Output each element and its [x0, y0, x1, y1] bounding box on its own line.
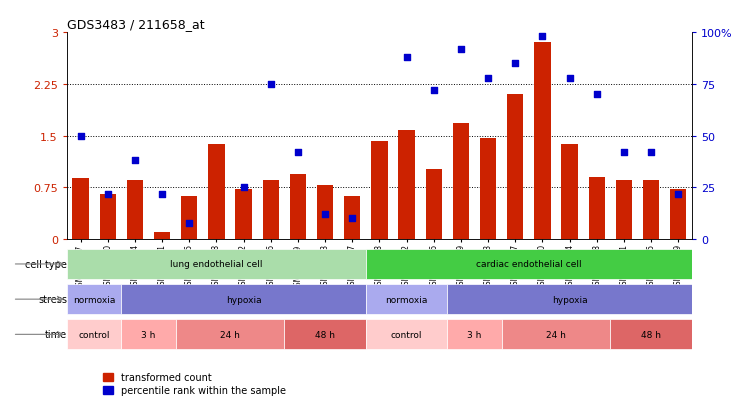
Bar	[447, 285, 692, 314]
Text: GDS3483 / 211658_at: GDS3483 / 211658_at	[67, 17, 205, 31]
Bar	[176, 320, 284, 349]
Bar	[344, 197, 360, 240]
Bar	[289, 174, 306, 240]
Text: 48 h: 48 h	[315, 330, 335, 339]
Point	[129, 158, 141, 164]
Text: hypoxia: hypoxia	[552, 295, 588, 304]
Bar	[366, 285, 447, 314]
Bar	[534, 43, 551, 240]
Bar	[447, 320, 501, 349]
Point	[536, 34, 548, 40]
Point	[591, 92, 603, 98]
Bar	[317, 186, 333, 240]
Text: 24 h: 24 h	[546, 330, 566, 339]
Bar	[121, 285, 366, 314]
Bar	[643, 181, 659, 240]
Bar	[610, 320, 692, 349]
Text: 48 h: 48 h	[641, 330, 661, 339]
Bar	[507, 95, 524, 240]
Point	[156, 191, 168, 197]
Text: 3 h: 3 h	[467, 330, 481, 339]
Bar	[67, 320, 121, 349]
Point	[319, 211, 331, 218]
Bar	[67, 249, 366, 279]
Point	[428, 88, 440, 94]
Bar	[263, 181, 279, 240]
Point	[102, 191, 114, 197]
Text: control: control	[78, 330, 110, 339]
Bar	[399, 131, 414, 240]
Text: hypoxia: hypoxia	[225, 295, 261, 304]
Point	[455, 46, 467, 53]
Text: cell type: cell type	[25, 259, 67, 269]
Bar	[366, 249, 692, 279]
Point	[401, 55, 413, 61]
Text: normoxia: normoxia	[385, 295, 428, 304]
Bar	[589, 178, 605, 240]
Text: stress: stress	[38, 294, 67, 304]
Bar	[480, 138, 496, 240]
Bar	[426, 169, 442, 240]
Text: lung endothelial cell: lung endothelial cell	[170, 260, 263, 269]
Bar	[181, 197, 197, 240]
Bar	[670, 190, 687, 240]
Text: cardiac endothelial cell: cardiac endothelial cell	[476, 260, 582, 269]
Bar	[562, 145, 578, 240]
Bar	[501, 320, 610, 349]
Point	[346, 216, 358, 222]
Bar	[284, 320, 366, 349]
Point	[564, 75, 576, 82]
Point	[482, 75, 494, 82]
Point	[645, 150, 657, 156]
Point	[510, 61, 522, 67]
Bar	[453, 124, 469, 240]
Bar	[126, 181, 143, 240]
Bar	[72, 179, 89, 240]
Point	[183, 220, 195, 226]
Bar	[235, 190, 251, 240]
Text: 24 h: 24 h	[220, 330, 240, 339]
Point	[292, 150, 304, 156]
Bar	[154, 233, 170, 240]
Point	[265, 81, 277, 88]
Point	[673, 191, 684, 197]
Text: control: control	[391, 330, 423, 339]
Bar	[100, 195, 116, 240]
Text: normoxia: normoxia	[73, 295, 115, 304]
Bar	[371, 142, 388, 240]
Point	[618, 150, 630, 156]
Text: time: time	[45, 330, 67, 339]
Text: 3 h: 3 h	[141, 330, 155, 339]
Legend: transformed count, percentile rank within the sample: transformed count, percentile rank withi…	[103, 373, 286, 395]
Bar	[208, 145, 225, 240]
Bar	[67, 285, 121, 314]
Point	[237, 185, 249, 191]
Bar	[121, 320, 176, 349]
Bar	[616, 181, 632, 240]
Bar	[366, 320, 447, 349]
Point	[74, 133, 86, 140]
